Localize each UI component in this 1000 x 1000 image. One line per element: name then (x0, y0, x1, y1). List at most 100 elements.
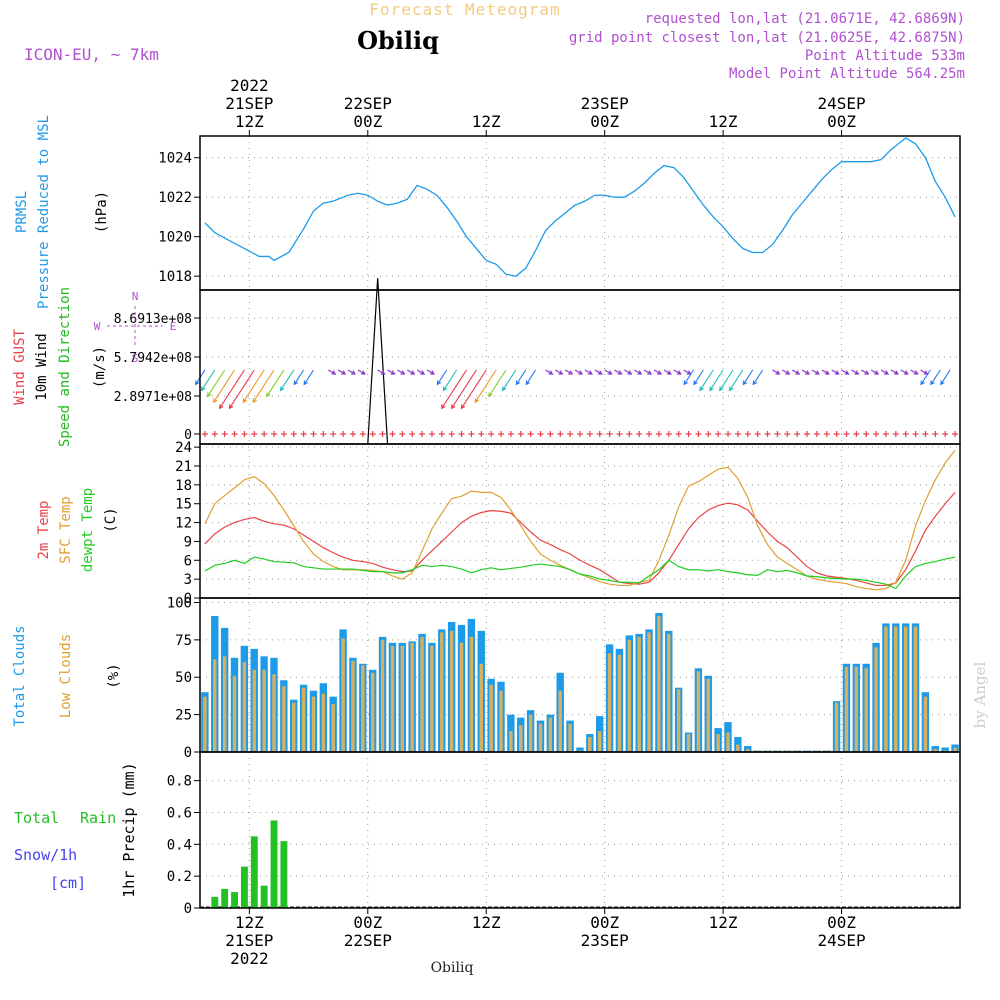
rain-bar (250, 836, 258, 908)
low-cloud-bar (657, 615, 661, 752)
gust-marker (655, 431, 662, 437)
wind-arrow (742, 369, 754, 386)
frame-layer (194, 130, 961, 914)
gust-marker (478, 431, 485, 437)
low-cloud-bar (203, 696, 207, 752)
top-time-label: 00Z (353, 112, 382, 131)
gust-marker (251, 431, 258, 437)
wind-arrow (303, 369, 314, 386)
low-cloud-bar (380, 639, 385, 752)
footer-location: Obiliq (431, 960, 474, 976)
sfc-temp-label: SFC Temp (58, 496, 74, 563)
low-cloud-bar (844, 666, 849, 752)
gust-marker (725, 431, 732, 437)
low-cloud-bar (509, 731, 513, 752)
low-cloud-bar (538, 723, 543, 752)
low-cloud-bar (449, 630, 454, 752)
top-time-label: 00Z (827, 112, 856, 131)
rain-bar (280, 841, 288, 908)
gust-marker (507, 431, 514, 437)
gust-marker (389, 431, 396, 437)
wind-arrow (801, 369, 811, 375)
gridpoint-location: grid point closest lon,lat (21.0625E, 42… (569, 30, 965, 46)
wind-unit: (m/s) (92, 346, 108, 388)
gust-marker (369, 431, 376, 437)
total-label: Total (14, 809, 59, 827)
total-clouds-label: Total Clouds (12, 625, 28, 726)
gust-marker (419, 431, 426, 437)
gust-marker (261, 431, 268, 437)
low-cloud-bar (440, 632, 444, 752)
wind-arrow (441, 369, 467, 410)
low-cloud-bar (558, 690, 562, 752)
model-label: ICON-EU, ~ 7km (24, 45, 159, 64)
total-cloud-bar (576, 747, 584, 752)
wind-arrow (940, 369, 951, 386)
model-altitude: Model Point Altitude 564.25m (729, 66, 965, 82)
snow-label: Snow/1h (14, 846, 77, 864)
gust-marker (843, 431, 850, 437)
low-cloud-bar (736, 744, 740, 752)
top-time-label: 21SEP (225, 94, 273, 113)
wind-arrow (525, 369, 537, 386)
wind-arrow (910, 369, 919, 375)
wind-arrow (604, 369, 613, 375)
gust-marker (527, 431, 534, 437)
gust-marker (774, 431, 781, 437)
low-cloud-bar (311, 696, 316, 752)
wind-arrow (228, 369, 255, 410)
low-cloud-bar (686, 734, 691, 752)
low-cloud-bar (410, 642, 414, 752)
gust-marker (794, 431, 801, 437)
top-time-label: 23SEP (581, 94, 629, 113)
direction-label: Speed and Direction (57, 287, 73, 447)
gust-marker (942, 431, 949, 437)
gust-marker (310, 431, 317, 437)
wind-arrow (337, 369, 347, 375)
low-cloud-bar (568, 723, 572, 752)
gust-marker (646, 431, 653, 437)
y-tick-label: 0.8 (167, 774, 192, 790)
wind-arrow (416, 369, 426, 375)
low-cloud-bar (588, 737, 592, 752)
wind-arrow (584, 369, 593, 375)
gust-marker (853, 431, 860, 437)
bottom-time-label: 12Z (472, 913, 501, 932)
gust-marker (271, 431, 278, 437)
gust-marker (379, 431, 386, 437)
low-cloud-bar (834, 702, 839, 752)
bottom-time-label: 21SEP (225, 931, 273, 950)
wind-arrow (653, 369, 663, 375)
gust-marker (468, 431, 475, 437)
low-cloud-bar (528, 714, 533, 752)
low-cloud-bar (647, 632, 651, 752)
low-cloud-bar (321, 693, 326, 752)
gust-marker (330, 431, 337, 437)
wind-arrow (772, 369, 781, 375)
wind-arrow (377, 369, 386, 375)
low-cloud-bar (262, 669, 266, 752)
top-time-label: 2022 (230, 76, 269, 95)
pressure-label-long: Pressure Reduced to MSL (36, 115, 52, 309)
low-cloud-bar (607, 653, 612, 752)
grid-layer (200, 136, 960, 908)
low-cloud-bar (361, 665, 365, 752)
gust-marker (833, 431, 840, 437)
gust-marker (744, 431, 751, 437)
wind-arrow (900, 369, 909, 375)
gust-marker (675, 431, 682, 437)
wind-arrow (683, 369, 694, 386)
gust-marker (902, 431, 909, 437)
y-tick-label: 12 (175, 516, 192, 532)
pressure-line (204, 137, 956, 277)
wind-arrow (252, 369, 275, 404)
wind-arrow (699, 369, 714, 392)
low-cloud-bar (252, 669, 256, 752)
label-layer: 1018 1020 1022 1024 PRMSL Pressure Reduced to… (12, 76, 866, 968)
y-tick-label: 50 (175, 670, 192, 686)
low-cloud-bar (894, 626, 898, 752)
low-cloud-bar (489, 684, 493, 752)
low-cloud-bar (884, 626, 888, 752)
wind-arrow (841, 369, 850, 375)
wind-arrow (752, 369, 764, 386)
